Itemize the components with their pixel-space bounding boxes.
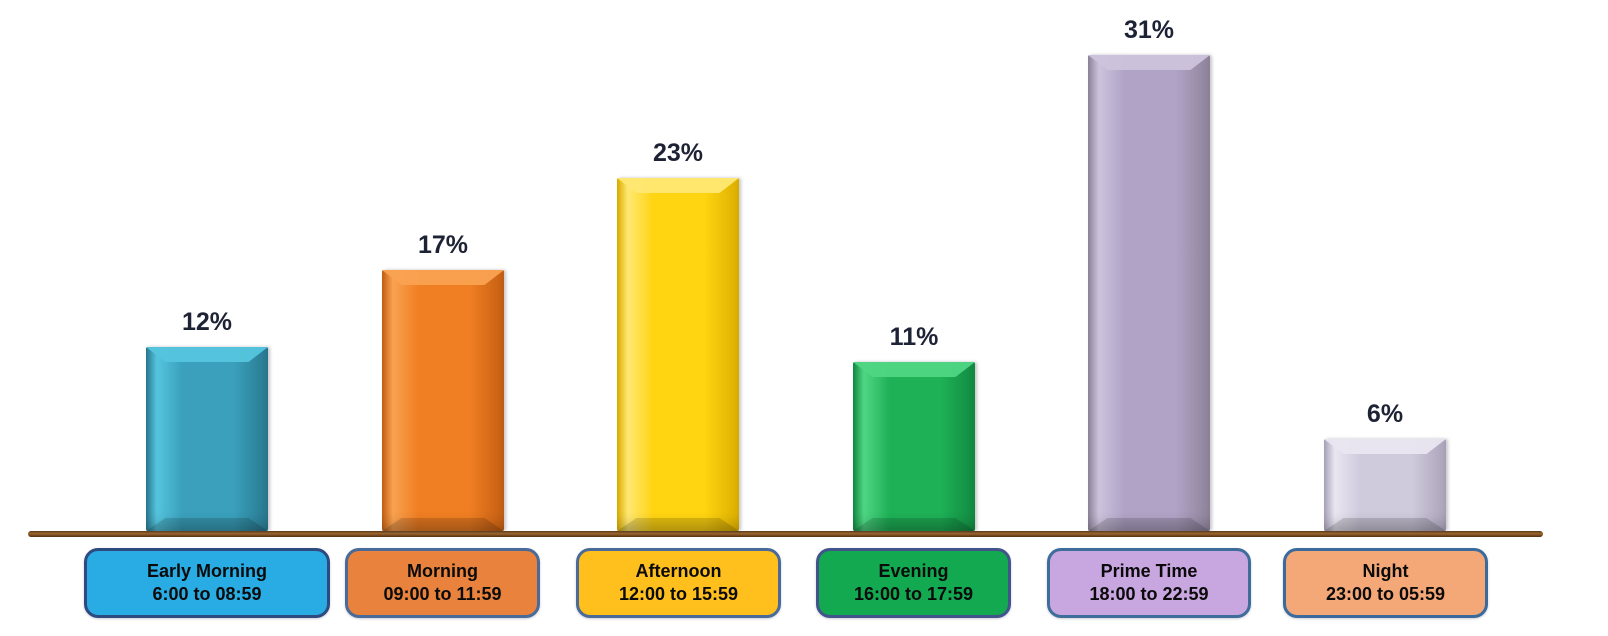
category-name: Morning <box>407 560 478 581</box>
bar-top-bevel <box>1324 439 1446 454</box>
bar-top-bevel <box>1088 55 1210 70</box>
bar-evening <box>853 362 975 531</box>
category-time-range: 18:00 to 22:59 <box>1089 584 1209 604</box>
bar-value-label-evening: 11% <box>889 323 939 351</box>
bar-bottom-bevel <box>853 518 975 531</box>
category-name: Afternoon <box>635 560 722 581</box>
x-axis-line <box>28 531 1543 537</box>
bar-value-label-night: 6% <box>1366 400 1404 428</box>
bar-prime-time <box>1088 55 1210 531</box>
category-label-evening: Evening 16:00 to 17:59 <box>816 548 1011 618</box>
bar-value-label-afternoon: 23% <box>652 139 704 167</box>
bar-value-label-morning: 17% <box>417 231 469 259</box>
bar-top-bevel <box>853 362 975 377</box>
bar-afternoon <box>617 178 739 531</box>
category-label-early-morning: Early Morning 6:00 to 08:59 <box>84 548 330 618</box>
category-name: Evening <box>878 560 949 581</box>
bar-bottom-bevel <box>1324 518 1446 531</box>
category-label-night: Night 23:00 to 05:59 <box>1283 548 1488 618</box>
bar-top-bevel <box>382 270 504 285</box>
category-label-prime-time: Prime Time 18:00 to 22:59 <box>1047 548 1251 618</box>
category-time-range: 09:00 to 11:59 <box>383 584 502 604</box>
bar-top-bevel <box>146 347 268 362</box>
category-time-range: 16:00 to 17:59 <box>853 584 974 604</box>
bar-bottom-bevel <box>617 518 739 531</box>
category-name: Early Morning <box>146 560 267 581</box>
category-time-range: 6:00 to 08:59 <box>152 584 262 604</box>
bar-bottom-bevel <box>382 518 504 531</box>
bar-value-label-prime-time: 31% <box>1123 16 1175 44</box>
bar-morning <box>382 270 504 531</box>
bar-value-label-early-morning: 12% <box>181 308 233 336</box>
bar-night <box>1324 439 1446 531</box>
bar-top-bevel <box>617 178 739 193</box>
bar-bottom-bevel <box>146 518 268 531</box>
category-time-range: 12:00 to 15:59 <box>618 584 739 604</box>
category-name: Prime Time <box>1100 560 1198 581</box>
category-time-range: 23:00 to 05:59 <box>1325 584 1446 604</box>
category-name: Night <box>1362 560 1409 581</box>
bar-bottom-bevel <box>1088 518 1210 531</box>
category-label-afternoon: Afternoon 12:00 to 15:59 <box>576 548 781 618</box>
category-label-morning: Morning 09:00 to 11:59 <box>345 548 540 618</box>
bar-early-morning <box>146 347 268 531</box>
